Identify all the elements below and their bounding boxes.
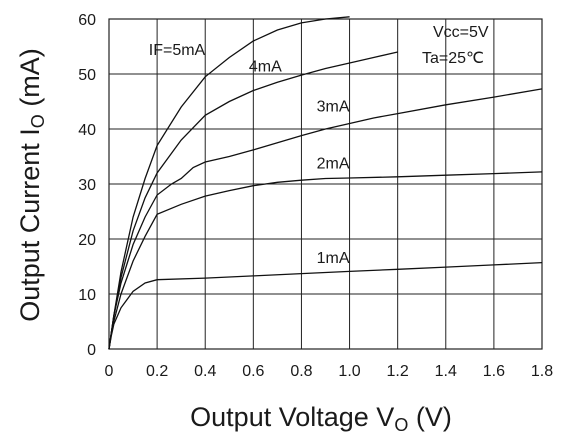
- curve-label-3ma: 3mA: [317, 98, 350, 115]
- grid-lines: [109, 19, 542, 349]
- x-tick-label: 0: [105, 363, 114, 380]
- curve-1ma: [108, 261, 543, 350]
- curve-labels: IF=5mA 4mA 3mA 2mA 1mA: [149, 42, 350, 267]
- y-axis-title-unit: (mA): [15, 48, 45, 114]
- x-axis-title: Output Voltage VO (V): [190, 402, 452, 435]
- x-tick-label: 0.4: [194, 363, 216, 380]
- y-axis-title-subscript: O: [28, 114, 48, 128]
- y-tick-label: 30: [78, 177, 96, 194]
- curve-label-4ma: 4mA: [249, 58, 282, 75]
- y-tick-label: 40: [78, 122, 96, 139]
- x-axis-title-subscript: O: [394, 415, 408, 435]
- x-axis-title-unit: (V): [408, 402, 452, 432]
- curves: [108, 16, 543, 350]
- x-tick-label: 0.8: [290, 363, 312, 380]
- curve-if-5ma: [108, 16, 350, 350]
- curve-3ma: [108, 88, 543, 350]
- y-tick-label: 0: [87, 342, 96, 359]
- condition-vcc: Vcc=5V: [433, 24, 489, 41]
- curve-label-2ma: 2mA: [317, 156, 350, 173]
- y-tick-label: 60: [78, 12, 96, 29]
- x-tick-label: 1.8: [531, 363, 553, 380]
- condition-ta: Ta=25℃: [422, 50, 484, 67]
- curve-4ma: [108, 51, 398, 350]
- y-axis-title-main: Output Current I: [15, 128, 45, 322]
- tick-labels: 0 0.2 0.4 0.6 0.8 1.0 1.2 1.4 1.6 1.8 0 10 20 30 40 50 6…: [78, 12, 553, 380]
- x-tick-label: 1.6: [483, 363, 505, 380]
- curve-label-if-5ma: IF=5mA: [149, 42, 206, 59]
- curve-2ma: [108, 171, 543, 350]
- x-tick-label: 1.0: [338, 363, 360, 380]
- curve-label-1ma: 1mA: [317, 250, 350, 267]
- y-tick-label: 20: [78, 232, 96, 249]
- x-tick-label: 0.2: [146, 363, 168, 380]
- x-axis-title-main: Output Voltage V: [190, 402, 394, 432]
- y-axis-title: Output Current IO (mA): [15, 48, 48, 322]
- x-tick-label: 1.2: [387, 363, 409, 380]
- y-tick-label: 10: [78, 287, 96, 304]
- x-tick-label: 1.4: [435, 363, 457, 380]
- y-tick-label: 50: [78, 67, 96, 84]
- x-tick-label: 0.6: [242, 363, 264, 380]
